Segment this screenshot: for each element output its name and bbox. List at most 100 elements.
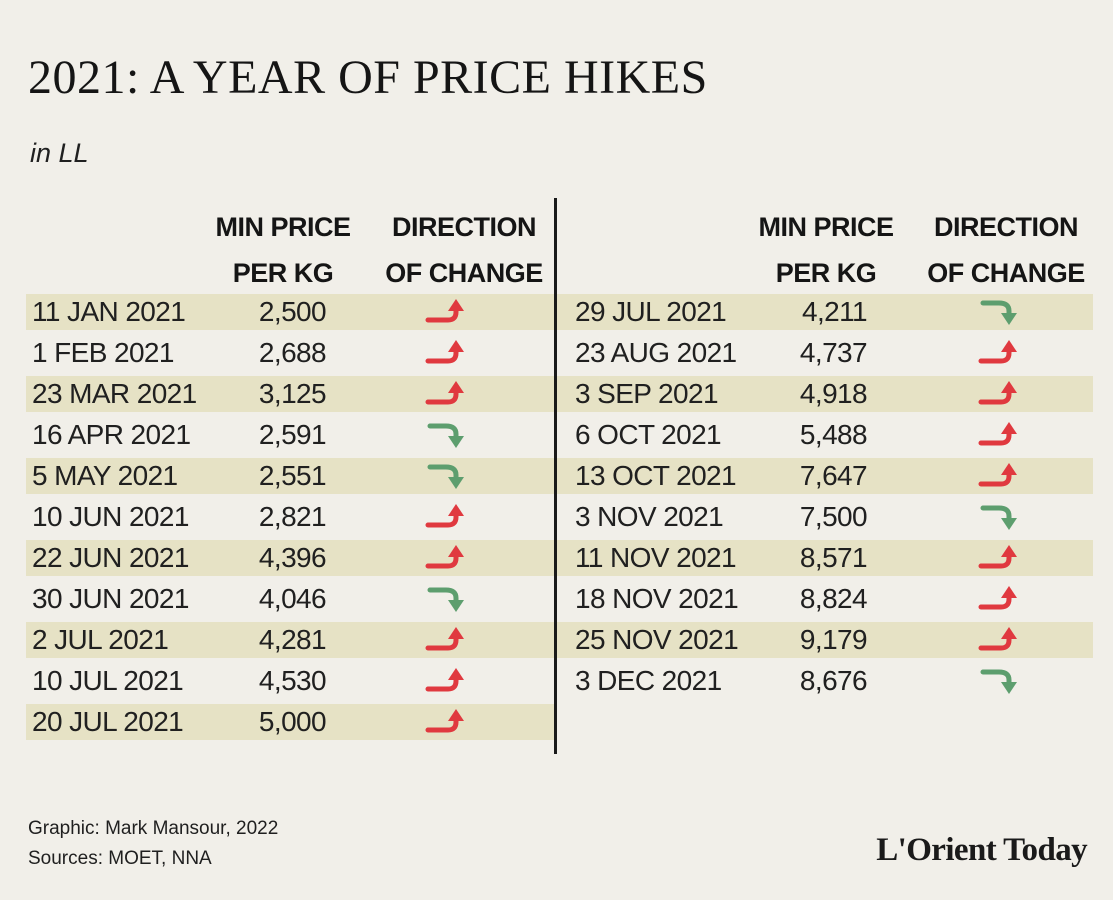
page-subtitle: in LL xyxy=(30,138,89,168)
row-date: 23 AUG 2021 xyxy=(575,337,737,368)
row-price: 4,281 xyxy=(258,624,327,655)
row-date: 3 DEC 2021 xyxy=(575,665,722,696)
header-price-line2: PER KG xyxy=(775,258,877,288)
page-title: 2021: A YEAR OF PRICE HIKES xyxy=(28,51,708,104)
table-row: 3 NOV 2021 7,500 xyxy=(557,499,1093,535)
table-row: 6 OCT 2021 5,488 xyxy=(557,417,1093,453)
row-date: 13 OCT 2021 xyxy=(575,460,737,491)
curved-arrow-up-icon xyxy=(977,337,1023,369)
curved-arrow-up-icon xyxy=(977,378,1023,410)
header-direction-line2: OF CHANGE xyxy=(927,258,1085,288)
header-price-left: MIN PRICE PER KG xyxy=(208,204,358,296)
header-direction-left: DIRECTION OF CHANGE xyxy=(380,204,548,296)
row-price: 2,591 xyxy=(258,419,327,450)
row-price: 2,551 xyxy=(258,460,327,491)
row-price: 5,000 xyxy=(258,706,327,737)
row-price: 2,688 xyxy=(258,337,327,368)
row-price: 4,211 xyxy=(802,296,868,327)
row-price: 2,821 xyxy=(258,501,327,532)
table-row: 10 JUL 2021 4,530 xyxy=(26,663,556,699)
table-row: 2 JUL 2021 4,281 xyxy=(26,622,556,658)
row-date: 20 JUL 2021 xyxy=(32,706,184,737)
table-row: 3 SEP 2021 4,918 xyxy=(557,376,1093,412)
row-date: 5 MAY 2021 xyxy=(32,460,178,491)
curved-arrow-up-icon xyxy=(424,296,470,328)
table-row: 11 JAN 2021 2,500 xyxy=(26,294,556,330)
curved-arrow-up-icon xyxy=(424,542,470,574)
row-price: 4,046 xyxy=(258,583,327,614)
table-row: 23 MAR 2021 3,125 xyxy=(26,376,556,412)
header-direction-line1: DIRECTION xyxy=(934,212,1079,242)
table-left: 11 JAN 2021 2,500 1 FEB 2021 2,688 23 MAR 20… xyxy=(26,294,556,754)
footer-credit: Graphic: Mark Mansour, 2022 xyxy=(28,818,279,839)
header-direction-line2: OF CHANGE xyxy=(385,258,543,288)
table-row: 30 JUN 2021 4,046 xyxy=(26,581,556,617)
table-row: 20 JUL 2021 5,000 xyxy=(26,704,556,740)
table-row: 29 JUL 2021 4,211 xyxy=(557,294,1093,330)
row-date: 3 NOV 2021 xyxy=(575,501,724,532)
table-row: 10 JUN 2021 2,821 xyxy=(26,499,556,535)
curved-arrow-up-icon xyxy=(424,501,470,533)
curved-arrow-up-icon xyxy=(424,624,470,656)
table-row: 18 NOV 2021 8,824 xyxy=(557,581,1093,617)
footer-sources: Sources: MOET, NNA xyxy=(28,848,212,869)
curved-arrow-up-icon xyxy=(977,419,1023,451)
table-row: 23 AUG 2021 4,737 xyxy=(557,335,1093,371)
curved-arrow-down-icon xyxy=(424,419,470,451)
curved-arrow-up-icon xyxy=(424,378,470,410)
curved-arrow-down-icon xyxy=(977,296,1023,328)
row-date: 29 JUL 2021 xyxy=(575,296,727,327)
header-direction-line1: DIRECTION xyxy=(392,212,537,242)
table-row: 3 DEC 2021 8,676 xyxy=(557,663,1093,699)
row-date: 23 MAR 2021 xyxy=(32,378,197,409)
brand-logo: L'Orient Today xyxy=(876,832,1087,868)
row-price: 4,530 xyxy=(258,665,327,696)
row-price: 8,571 xyxy=(799,542,868,573)
curved-arrow-up-icon xyxy=(424,706,470,738)
header-price-right: MIN PRICE PER KG xyxy=(751,204,901,296)
row-date: 16 APR 2021 xyxy=(32,419,191,450)
row-price: 7,500 xyxy=(799,501,868,532)
curved-arrow-up-icon xyxy=(424,337,470,369)
curved-arrow-up-icon xyxy=(977,542,1023,574)
row-price: 3,125 xyxy=(258,378,327,409)
row-date: 1 FEB 2021 xyxy=(32,337,174,368)
curved-arrow-down-icon xyxy=(424,583,470,615)
header-price-line1: MIN PRICE xyxy=(215,212,351,242)
table-row: 11 NOV 2021 8,571 xyxy=(557,540,1093,576)
row-price: 4,918 xyxy=(799,378,868,409)
row-date: 25 NOV 2021 xyxy=(575,624,739,655)
curved-arrow-up-icon xyxy=(424,665,470,697)
curved-arrow-down-icon xyxy=(977,665,1023,697)
row-price: 4,737 xyxy=(799,337,868,368)
curved-arrow-down-icon xyxy=(424,460,470,492)
table-row: 1 FEB 2021 2,688 xyxy=(26,335,556,371)
row-price: 8,676 xyxy=(799,665,868,696)
header-price-line1: MIN PRICE xyxy=(758,212,894,242)
row-date: 30 JUN 2021 xyxy=(32,583,189,614)
table-row: 13 OCT 2021 7,647 xyxy=(557,458,1093,494)
curved-arrow-up-icon xyxy=(977,583,1023,615)
row-date: 10 JUL 2021 xyxy=(32,665,184,696)
row-date: 22 JUN 2021 xyxy=(32,542,189,573)
table-row: 22 JUN 2021 4,396 xyxy=(26,540,556,576)
column-divider xyxy=(554,198,557,754)
header-direction-right: DIRECTION OF CHANGE xyxy=(922,204,1090,296)
table-row: 16 APR 2021 2,591 xyxy=(26,417,556,453)
curved-arrow-up-icon xyxy=(977,624,1023,656)
row-price: 8,824 xyxy=(799,583,868,614)
row-date: 3 SEP 2021 xyxy=(575,378,719,409)
row-price: 2,500 xyxy=(258,296,327,327)
row-price: 7,647 xyxy=(799,460,868,491)
row-price: 5,488 xyxy=(799,419,868,450)
curved-arrow-up-icon xyxy=(977,460,1023,492)
row-date: 11 JAN 2021 xyxy=(32,296,186,327)
row-price: 4,396 xyxy=(258,542,327,573)
row-date: 11 NOV 2021 xyxy=(575,542,737,573)
row-date: 18 NOV 2021 xyxy=(575,583,739,614)
row-price: 9,179 xyxy=(799,624,868,655)
table-row: 25 NOV 2021 9,179 xyxy=(557,622,1093,658)
row-date: 6 OCT 2021 xyxy=(575,419,722,450)
row-date: 2 JUL 2021 xyxy=(32,624,169,655)
header-price-line2: PER KG xyxy=(232,258,334,288)
